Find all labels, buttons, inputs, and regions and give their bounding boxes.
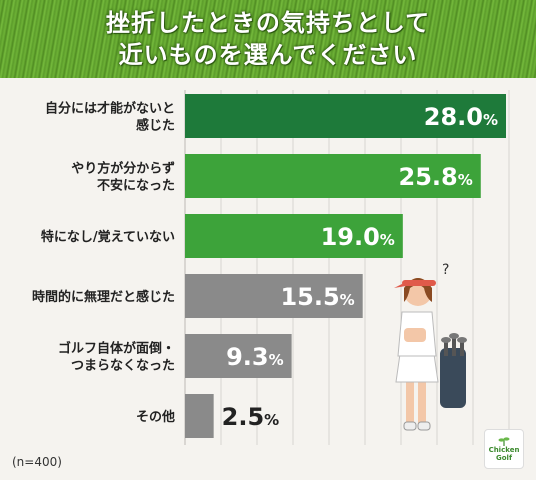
bar bbox=[185, 274, 363, 318]
value-label: 19.0% bbox=[321, 223, 395, 251]
value-label: 9.3% bbox=[226, 343, 284, 371]
chicken-golf-logo: Chicken Golf bbox=[484, 429, 524, 469]
bar bbox=[185, 334, 292, 378]
category-label: やり方が分からず bbox=[71, 161, 175, 177]
sprout-icon bbox=[498, 437, 510, 446]
logo-line1: Chicken bbox=[488, 446, 520, 454]
value-label: 2.5% bbox=[222, 403, 280, 431]
category-label: 時間的に無理だと感じた bbox=[32, 289, 175, 305]
category-label: その他 bbox=[136, 409, 175, 425]
golfer-illustration: ? bbox=[394, 262, 467, 431]
value-label: 15.5% bbox=[280, 283, 354, 311]
sample-size-note: (n=400) bbox=[12, 455, 62, 469]
bar bbox=[185, 154, 481, 198]
category-label: 感じた bbox=[136, 118, 175, 134]
chart-title-line1: 挫折したときの気持ちとして bbox=[105, 9, 431, 37]
value-label: 28.0% bbox=[424, 103, 498, 131]
bar bbox=[185, 214, 403, 258]
category-label: 自分には才能がないと bbox=[45, 101, 175, 117]
category-label: つまらなくなった bbox=[71, 359, 175, 374]
chart-title-line2: 近いものを選んでください bbox=[118, 41, 418, 69]
category-label: 不安になった bbox=[97, 178, 175, 194]
title-banner: 挫折したときの気持ちとして 近いものを選んでください bbox=[0, 0, 536, 78]
value-label: 25.8% bbox=[399, 163, 473, 191]
bar bbox=[185, 394, 214, 438]
svg-text:?: ? bbox=[442, 262, 449, 278]
category-label: ゴルフ自体が面倒・ bbox=[58, 341, 175, 357]
category-label: 特になし/覚えていない bbox=[41, 229, 175, 245]
logo-line2: Golf bbox=[496, 454, 512, 462]
bar bbox=[185, 94, 506, 138]
